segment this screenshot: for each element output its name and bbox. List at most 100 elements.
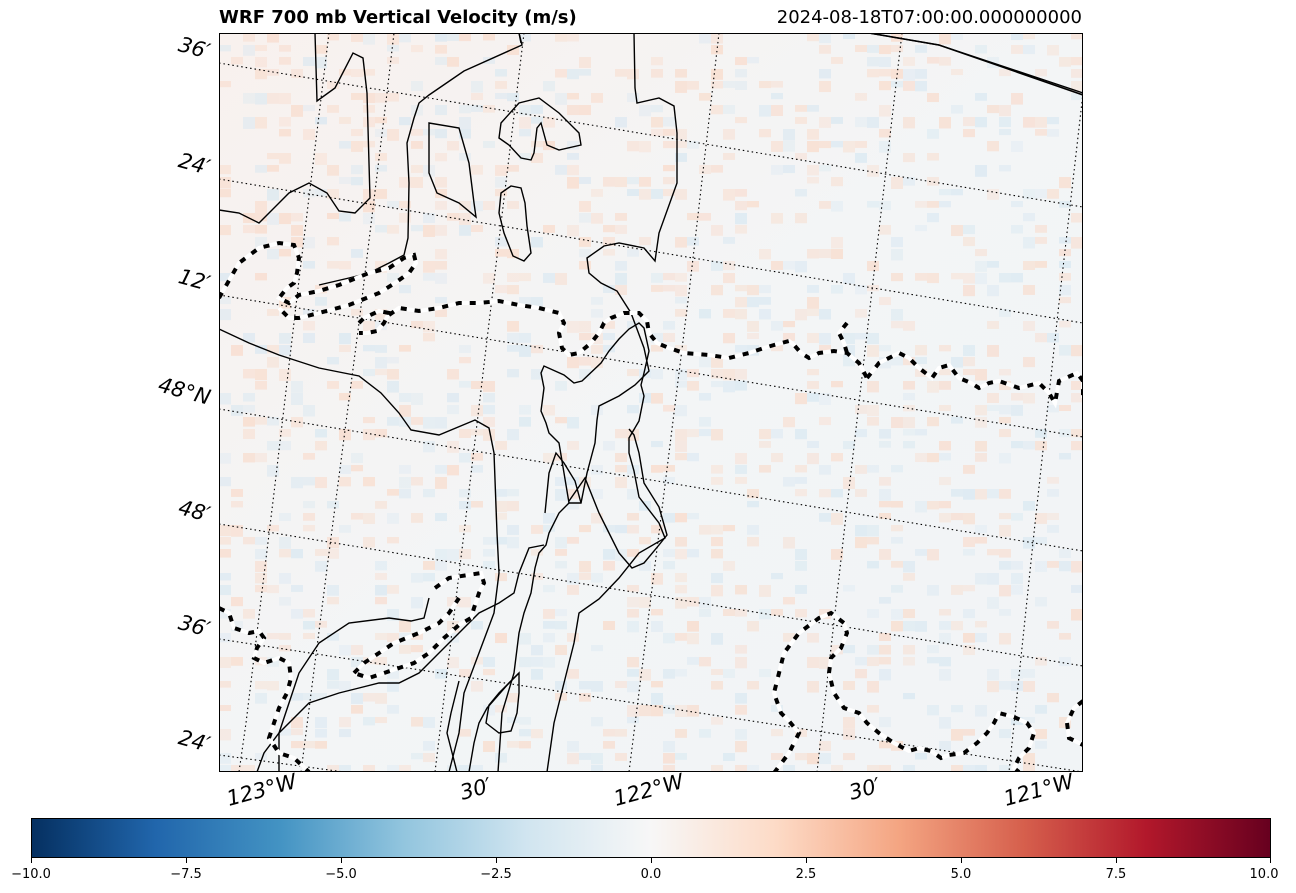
velocity-cell <box>483 393 495 403</box>
velocity-cell <box>879 513 891 520</box>
velocity-cell <box>555 165 567 175</box>
velocity-cell <box>927 549 939 561</box>
velocity-cell <box>255 93 267 105</box>
velocity-cell <box>591 681 603 692</box>
velocity-cell <box>627 669 639 677</box>
velocity-cell <box>519 117 531 129</box>
velocity-cell <box>675 405 687 417</box>
velocity-cell <box>1059 237 1071 244</box>
velocity-cell <box>771 705 783 712</box>
velocity-cell <box>963 513 975 525</box>
velocity-cell <box>615 261 627 271</box>
velocity-cell <box>723 333 735 344</box>
velocity-cell <box>675 597 687 609</box>
velocity-cell <box>459 345 471 353</box>
velocity-cell <box>1023 669 1035 678</box>
velocity-cell <box>675 633 687 641</box>
velocity-cell <box>879 477 891 486</box>
velocity-cell <box>1071 69 1083 78</box>
velocity-cell <box>627 69 639 80</box>
velocity-cell <box>315 441 327 451</box>
velocity-cell <box>579 369 591 379</box>
velocity-cell <box>927 129 939 139</box>
velocity-cell <box>543 453 555 463</box>
velocity-cell <box>1035 429 1047 438</box>
velocity-cell <box>927 213 939 223</box>
velocity-cell <box>795 261 807 273</box>
velocity-cell <box>639 537 651 545</box>
velocity-cell <box>627 369 639 377</box>
velocity-cell <box>471 681 483 692</box>
velocity-cell <box>291 729 303 736</box>
velocity-cell <box>675 729 687 738</box>
velocity-cell <box>651 117 663 128</box>
velocity-cell <box>435 513 447 522</box>
velocity-cell <box>615 681 627 689</box>
velocity-cell <box>387 669 399 679</box>
velocity-cell <box>639 105 651 117</box>
velocity-cell <box>807 249 819 259</box>
velocity-cell <box>267 465 279 477</box>
velocity-cell <box>699 525 711 535</box>
velocity-cell <box>543 225 555 233</box>
velocity-cell <box>759 81 771 89</box>
velocity-cell <box>651 693 663 705</box>
velocity-cell <box>399 621 411 633</box>
velocity-cell <box>351 453 363 464</box>
velocity-cell <box>771 753 783 760</box>
velocity-cell <box>843 333 855 344</box>
map-panel[interactable] <box>219 33 1083 772</box>
velocity-cell <box>411 597 423 609</box>
velocity-cell <box>603 549 615 560</box>
velocity-cell <box>723 261 735 271</box>
velocity-cell <box>987 189 999 200</box>
velocity-cell <box>867 165 879 177</box>
velocity-cell <box>915 453 927 462</box>
velocity-cell <box>723 309 735 318</box>
velocity-cell <box>447 621 459 633</box>
velocity-cell <box>591 489 603 499</box>
velocity-cell <box>567 105 579 116</box>
velocity-cell <box>339 393 351 401</box>
velocity-cell <box>1023 357 1035 368</box>
velocity-cell <box>987 285 999 297</box>
map-canvas <box>219 33 1083 772</box>
velocity-cell <box>327 633 339 641</box>
velocity-cell <box>483 141 495 148</box>
velocity-cell <box>471 105 483 112</box>
velocity-cell <box>363 213 375 225</box>
velocity-cell <box>363 477 375 487</box>
velocity-cell <box>1011 585 1023 595</box>
velocity-cell <box>579 69 591 76</box>
velocity-cell <box>567 537 579 544</box>
velocity-cell <box>879 501 891 508</box>
velocity-cell <box>975 273 987 285</box>
lat-label-5: 48′ <box>175 495 213 527</box>
velocity-cell <box>219 393 231 405</box>
velocity-cell <box>675 69 687 78</box>
velocity-cell <box>687 369 699 378</box>
velocity-cell <box>1059 177 1071 189</box>
lat-label-2: 24′ <box>175 148 213 180</box>
velocity-cell <box>639 561 651 571</box>
velocity-cell <box>675 573 687 583</box>
velocity-cell <box>279 93 291 105</box>
velocity-cell <box>747 537 759 547</box>
velocity-cell <box>495 285 507 294</box>
velocity-cell <box>915 429 927 436</box>
velocity-cell <box>999 633 1011 645</box>
velocity-cell <box>507 369 519 378</box>
velocity-cell <box>891 561 903 568</box>
velocity-cell <box>471 381 483 390</box>
velocity-cell <box>903 177 915 186</box>
velocity-cell <box>1071 81 1083 91</box>
velocity-cell <box>975 93 987 101</box>
velocity-cell <box>1023 117 1035 128</box>
velocity-cell <box>219 177 231 189</box>
velocity-cell <box>651 465 663 473</box>
velocity-cell <box>423 321 435 333</box>
velocity-cell <box>387 705 399 714</box>
velocity-patches <box>219 33 1083 772</box>
velocity-cell <box>663 753 675 764</box>
velocity-cell <box>615 213 627 221</box>
